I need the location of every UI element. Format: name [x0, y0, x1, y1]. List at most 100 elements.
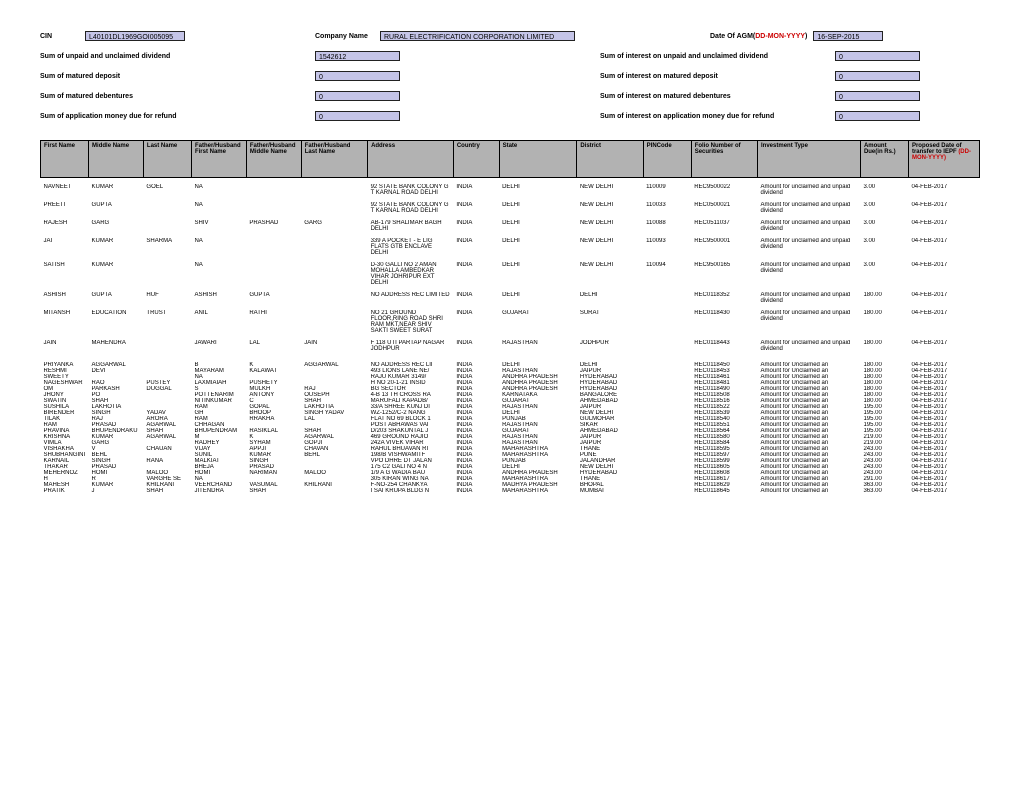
table-cell: 04-FEB-2017: [908, 202, 979, 220]
table-cell: INDIA: [453, 340, 499, 358]
table-cell: SHAH: [246, 488, 301, 494]
sum-int-value: 0: [835, 91, 920, 101]
table-cell: 04-FEB-2017: [908, 340, 979, 358]
table-cell: DELHI: [499, 220, 577, 238]
table-cell: JAWARI: [191, 340, 246, 358]
table-cell: NA: [191, 202, 246, 220]
table-cell: J: [89, 488, 144, 494]
table-cell: KUMAR: [89, 238, 144, 262]
table-cell: GOEL: [143, 184, 191, 202]
table-cell: Amount for unclaimed and unpaid dividend: [758, 340, 861, 358]
table-cell: JODHPUR: [577, 340, 643, 358]
table-cell: TRUST: [143, 310, 191, 340]
table-cell: 3.00: [860, 238, 908, 262]
cin-value: L40101DL1969GOI005095: [85, 31, 185, 41]
col-header: Last Name: [143, 141, 191, 178]
table-cell: NA: [191, 238, 246, 262]
table-cell: GUPTA: [89, 202, 144, 220]
table-cell: [301, 184, 367, 202]
table-cell: NEW DELHI: [577, 202, 643, 220]
table-cell: DELHI: [499, 202, 577, 220]
table-cell: [246, 184, 301, 202]
table-cell: [143, 340, 191, 358]
table-cell: INDIA: [453, 202, 499, 220]
table-cell: [643, 292, 691, 310]
table-cell: 110094: [643, 262, 691, 292]
table-cell: 110033: [643, 202, 691, 220]
table-row: PRATIKJSHAHJITENDRASHAHI SAI KRUPA BLDG …: [41, 488, 980, 494]
table-cell: NA: [191, 262, 246, 292]
table-cell: 92 STATE BANK COLONY G T KARNAL ROAD DEL…: [368, 202, 454, 220]
table-cell: 04-FEB-2017: [908, 184, 979, 202]
table-cell: AB-179 SHALIMAR BAGH DELHI: [368, 220, 454, 238]
sum-int-label: Sum of interest on unpaid and unclaimed …: [600, 53, 835, 60]
table-cell: KUMAR: [89, 262, 144, 292]
table-cell: PRATIK: [41, 488, 89, 494]
table-cell: JAIN: [301, 340, 367, 358]
table-cell: DELHI: [499, 292, 577, 310]
table-cell: 180.00: [860, 340, 908, 358]
table-cell: [643, 340, 691, 358]
table-cell: [301, 238, 367, 262]
sum-int-value: 0: [835, 111, 920, 121]
summary-row: Sum of unpaid and unclaimed dividend 1542…: [40, 50, 980, 62]
table-cell: [143, 262, 191, 292]
table-cell: INDIA: [453, 292, 499, 310]
table-cell: REC0511037: [691, 220, 757, 238]
table-cell: SHARMA: [143, 238, 191, 262]
table-cell: ASHISH: [191, 292, 246, 310]
sum-value: 0: [315, 91, 400, 101]
table-cell: 110088: [643, 220, 691, 238]
sum-int-value: 0: [835, 71, 920, 81]
table-cell: NA: [191, 184, 246, 202]
sum-value: 0: [315, 71, 400, 81]
col-header: District: [577, 141, 643, 178]
table-cell: 180.00: [860, 310, 908, 340]
col-header: Father/Husband Last Name: [301, 141, 367, 178]
table-cell: 04-FEB-2017: [908, 292, 979, 310]
sum-int-value: 0: [835, 51, 920, 61]
table-cell: 04-FEB-2017: [908, 220, 979, 238]
table-cell: INDIA: [453, 220, 499, 238]
table-cell: REC0118430: [691, 310, 757, 340]
table-cell: RAJESH: [41, 220, 89, 238]
sum-int-label: Sum of interest on application money due…: [600, 113, 835, 120]
table-row: PREETIGUPTANA92 STATE BANK COLONY G T KA…: [41, 202, 980, 220]
table-cell: MITANSH: [41, 310, 89, 340]
table-cell: MAHARASHTRA: [499, 488, 577, 494]
col-header: Investment Type: [758, 141, 861, 178]
table-cell: REC0118645: [691, 488, 757, 494]
table-cell: SURAT: [577, 310, 643, 340]
sum-int-label: Sum of interest on matured debentures: [600, 93, 835, 100]
table-cell: REC0118443: [691, 340, 757, 358]
table-cell: NEW DELHI: [577, 238, 643, 262]
table-cell: [301, 262, 367, 292]
company-value: RURAL ELECTRIFICATION CORPORATION LIMITE…: [380, 31, 575, 41]
sum-value: 1542612: [315, 51, 400, 61]
sum-label: Sum of unpaid and unclaimed dividend: [40, 53, 215, 60]
table-cell: NO 21 GROUND FLOOR,RING ROAD SHRI RAM MK…: [368, 310, 454, 340]
col-header: PINCode: [643, 141, 691, 178]
table-cell: 3.00: [860, 220, 908, 238]
table-cell: JAI: [41, 238, 89, 262]
table-cell: 339 A POCKET - E LIG FLATS GTB ENCLAVE D…: [368, 238, 454, 262]
table-cell: 04-FEB-2017: [908, 262, 979, 292]
table-cell: RATHI: [246, 310, 301, 340]
table-cell: ANIL: [191, 310, 246, 340]
col-header: Address: [368, 141, 454, 178]
table-cell: JITENDRA: [191, 488, 246, 494]
table-cell: 04-FEB-2017: [908, 310, 979, 340]
table-cell: LAL: [246, 340, 301, 358]
table-row: ASHISHGUPTAHUFASHISHGUPTANO ADDRESS REC …: [41, 292, 980, 310]
table-cell: MUMBAI: [577, 488, 643, 494]
table-cell: 3.00: [860, 202, 908, 220]
sum-label: Sum of matured deposit: [40, 73, 215, 80]
table-cell: GUPTA: [89, 292, 144, 310]
col-header: Folio Number of Securities: [691, 141, 757, 178]
table-cell: HUF: [143, 292, 191, 310]
col-header: Father/Husband Middle Name: [246, 141, 301, 178]
dividend-table: First NameMiddle NameLast NameFather/Hus…: [40, 140, 980, 494]
table-cell: KUMAR: [89, 184, 144, 202]
table-cell: INDIA: [453, 238, 499, 262]
table-cell: 110009: [643, 184, 691, 202]
